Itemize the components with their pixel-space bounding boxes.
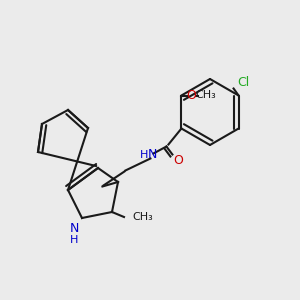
Text: H: H: [70, 235, 78, 245]
Text: H: H: [140, 149, 148, 160]
Text: CH₃: CH₃: [132, 212, 153, 222]
Text: CH₃: CH₃: [195, 91, 216, 100]
Text: Cl: Cl: [238, 76, 250, 89]
Text: N: N: [148, 148, 157, 161]
Text: O: O: [187, 89, 196, 102]
Text: N: N: [69, 221, 79, 235]
Text: O: O: [173, 154, 183, 167]
